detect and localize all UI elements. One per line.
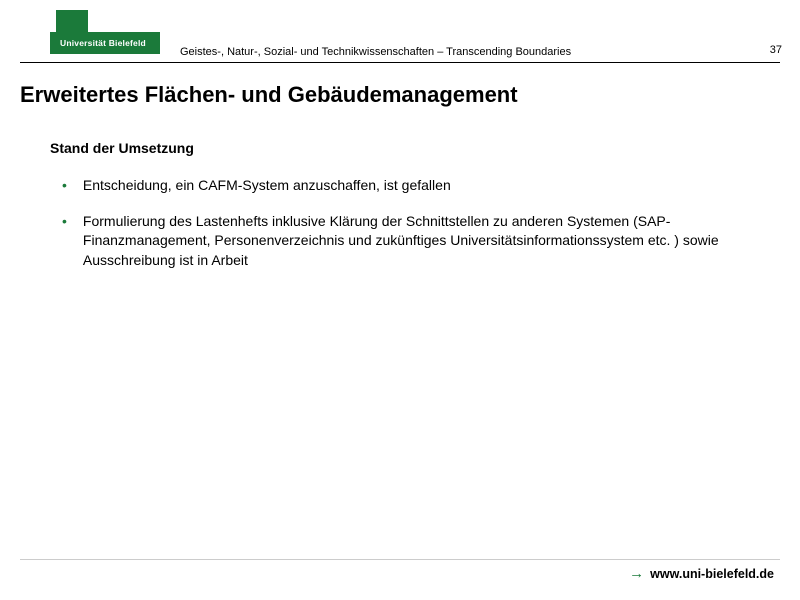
bullet-item: • Entscheidung, ein CAFM-System anzuscha… <box>62 176 780 196</box>
university-logo: Universität Bielefeld <box>50 10 160 54</box>
footer: → www.uni-bielefeld.de <box>629 565 774 582</box>
bullet-icon: • <box>62 176 67 196</box>
bullet-icon: • <box>62 212 67 232</box>
content-region: Erweitertes Flächen- und Gebäudemanageme… <box>20 82 780 286</box>
bullet-text: Formulierung des Lastenhefts inklusive K… <box>83 212 733 271</box>
arrow-icon: → <box>629 565 644 582</box>
slide-title: Erweitertes Flächen- und Gebäudemanageme… <box>20 82 780 108</box>
page-number: 37 <box>770 44 782 56</box>
header-subtitle: Geistes-, Natur-, Sozial- und Technikwis… <box>180 46 571 58</box>
footer-divider <box>20 559 780 560</box>
header-divider <box>20 62 780 63</box>
section-heading: Stand der Umsetzung <box>50 140 780 156</box>
footer-url: www.uni-bielefeld.de <box>650 567 774 581</box>
header: Universität Bielefeld Geistes-, Natur-, … <box>0 0 800 70</box>
bullet-text: Entscheidung, ein CAFM-System anzuschaff… <box>83 176 451 196</box>
bullet-list: • Entscheidung, ein CAFM-System anzuscha… <box>62 176 780 270</box>
logo-text: Universität Bielefeld <box>50 32 160 54</box>
bullet-item: • Formulierung des Lastenhefts inklusive… <box>62 212 780 271</box>
